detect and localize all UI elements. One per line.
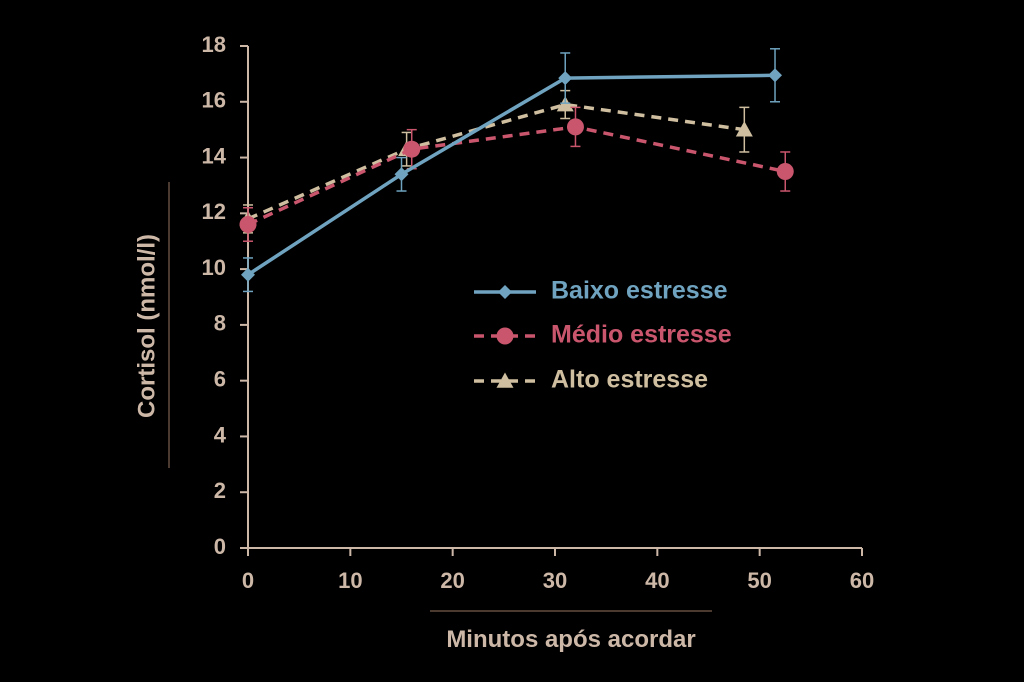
series-diamond — [241, 48, 783, 293]
data-point — [776, 163, 794, 180]
y-tick-label: 12 — [202, 199, 226, 224]
x-tick-label: 30 — [543, 568, 567, 593]
legend-marker — [498, 285, 512, 299]
series-line — [247, 73, 776, 277]
legend-label: Médio estresse — [551, 321, 732, 349]
legend-label: Alto estresse — [551, 366, 708, 394]
plot-area — [239, 48, 794, 293]
x-tick-label: 0 — [242, 568, 254, 593]
legend: Baixo estresse Médio estresse Alto estress… — [474, 277, 732, 394]
y-tick-label: 8 — [214, 311, 226, 336]
legend-item: Baixo estresse — [474, 277, 728, 305]
data-point — [566, 118, 584, 136]
legend-marker — [496, 327, 514, 345]
x-tick-label: 40 — [645, 568, 669, 593]
x-tick-label: 10 — [338, 568, 362, 593]
data-point — [241, 267, 255, 282]
x-axis-label: Minutos após acordar — [446, 626, 695, 653]
y-ticks: 0 2 4 6 8 10 12 14 16 18 — [202, 32, 248, 559]
data-point — [768, 68, 783, 83]
y-tick-label: 6 — [214, 366, 226, 391]
data-point — [403, 140, 421, 158]
y-tick-label: 2 — [214, 478, 226, 503]
y-tick-label: 16 — [202, 88, 226, 113]
legend-label: Baixo estresse — [551, 277, 728, 305]
y-tick-label: 10 — [202, 255, 226, 280]
series-line — [247, 125, 786, 227]
series-circle — [239, 106, 794, 242]
legend-item: Alto estresse — [474, 366, 708, 394]
series-triangle — [239, 89, 753, 234]
y-tick-label: 4 — [214, 422, 227, 447]
y-tick-label: 14 — [202, 143, 227, 168]
x-tick-label: 60 — [850, 568, 874, 593]
x-tick-label: 50 — [747, 568, 771, 593]
x-ticks: 0 10 20 30 40 50 60 — [242, 548, 874, 593]
axes: 0 2 4 6 8 10 12 14 16 18 0 10 20 30 40 50 60 — [202, 32, 875, 593]
y-tick-label: 18 — [202, 32, 226, 57]
y-axis-label: Cortisol (nmol/l) — [133, 234, 160, 418]
legend-item: Médio estresse — [474, 321, 732, 349]
data-point — [735, 121, 753, 137]
series-line — [247, 102, 745, 221]
legend-marker — [496, 372, 514, 388]
y-tick-label: 0 — [214, 534, 226, 559]
data-point — [558, 71, 573, 86]
data-point — [239, 215, 257, 233]
data-point — [394, 167, 409, 182]
x-tick-label: 20 — [440, 568, 464, 593]
